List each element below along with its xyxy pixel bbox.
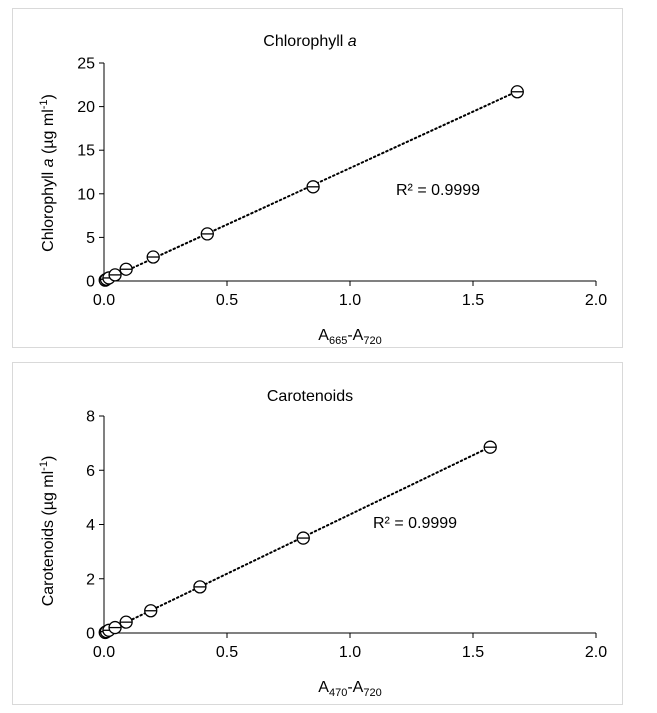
x-tick-label: 0.5 [216, 292, 238, 309]
y-tick-label: 2 [86, 571, 95, 588]
y-tick-label: 10 [77, 186, 95, 203]
x-tick-label: 0.5 [216, 644, 238, 661]
r-squared-annotation: R² = 0.9999 [373, 515, 457, 532]
chart-carotenoids: Carotenoids Carotenoids (µg ml-1) A470-A… [38, 388, 607, 699]
y-tick-label: 15 [77, 143, 95, 160]
x-tick-label: 1.0 [339, 644, 361, 661]
x-tick-label: 1.5 [462, 644, 484, 661]
chart-title: Chlorophyll a [263, 33, 356, 50]
chart-title: Carotenoids [267, 388, 353, 405]
y-tick-label: 0 [86, 274, 95, 291]
y-tick-label: 4 [86, 517, 95, 534]
r-squared-annotation: R² = 0.9999 [396, 182, 480, 199]
y-axis-label: Chlorophyll a (µg ml-1) [38, 94, 57, 252]
x-tick-label: 2.0 [585, 292, 607, 309]
x-tick-label: 2.0 [585, 644, 607, 661]
y-tick-label: 8 [86, 409, 95, 426]
y-tick-label: 0 [86, 626, 95, 643]
x-tick-label: 0.0 [93, 292, 115, 309]
x-tick-label: 1.0 [339, 292, 361, 309]
y-axis-label: Carotenoids (µg ml-1) [38, 456, 57, 607]
y-tick-label: 6 [86, 463, 95, 480]
x-tick-label: 1.5 [462, 292, 484, 309]
y-tick-label: 25 [77, 56, 95, 73]
y-tick-label: 20 [77, 99, 95, 116]
x-tick-label: 0.0 [93, 644, 115, 661]
y-tick-label: 5 [86, 230, 95, 247]
x-axis-label: A470-A720 [318, 679, 381, 699]
chart-panel-carotenoids: Carotenoids Carotenoids (µg ml-1) A470-A… [12, 362, 623, 705]
chart-panel-chlorophyll: Chlorophyll a Chlorophyll a (µg ml-1) A6… [12, 8, 623, 348]
trendline [103, 445, 492, 634]
chart-chlorophyll: Chlorophyll a Chlorophyll a (µg ml-1) A6… [38, 33, 607, 347]
x-axis-label: A665-A720 [318, 327, 381, 347]
